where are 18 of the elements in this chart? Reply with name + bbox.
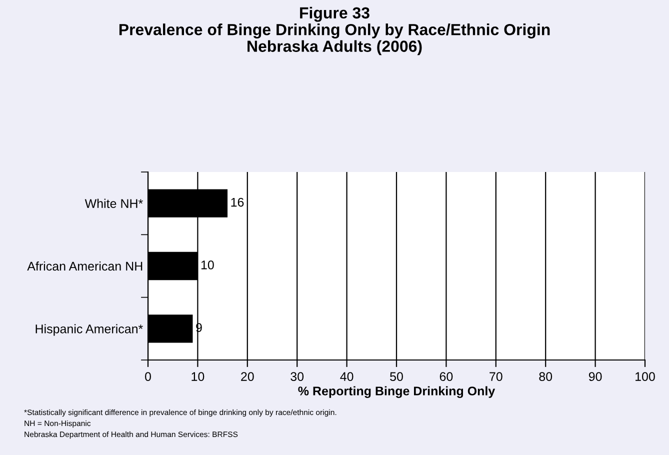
x-tick-label: 70 bbox=[490, 372, 502, 381]
x-tick-label: 30 bbox=[290, 372, 304, 381]
x-tick-label: 10 bbox=[192, 372, 204, 381]
data-label: 10 bbox=[201, 260, 214, 270]
x-tick-label: 80 bbox=[539, 372, 552, 381]
x-axis-title: % Reporting Binge Drinking Only bbox=[298, 386, 496, 398]
x-tick-label: 40 bbox=[340, 372, 354, 381]
x-tick-label: 0 bbox=[145, 372, 151, 381]
y-tick-label: Hispanic American* bbox=[36, 324, 143, 336]
data-label: 16 bbox=[231, 198, 244, 207]
chart-title: Figure 33 Prevalence of Binge Drinking Only by Race/Ethnic Origin Nebraska Adults (2006) bbox=[119, 6, 550, 56]
y-tick-label: African American NH bbox=[27, 261, 142, 271]
x-tick-label: 90 bbox=[588, 372, 602, 381]
x-tick-label: 60 bbox=[440, 372, 453, 381]
x-tick-label: 100 bbox=[636, 372, 655, 381]
y-tick-label: White NH* bbox=[84, 198, 143, 208]
x-tick-label: 20 bbox=[241, 372, 254, 381]
x-tick-label: 50 bbox=[390, 372, 403, 381]
